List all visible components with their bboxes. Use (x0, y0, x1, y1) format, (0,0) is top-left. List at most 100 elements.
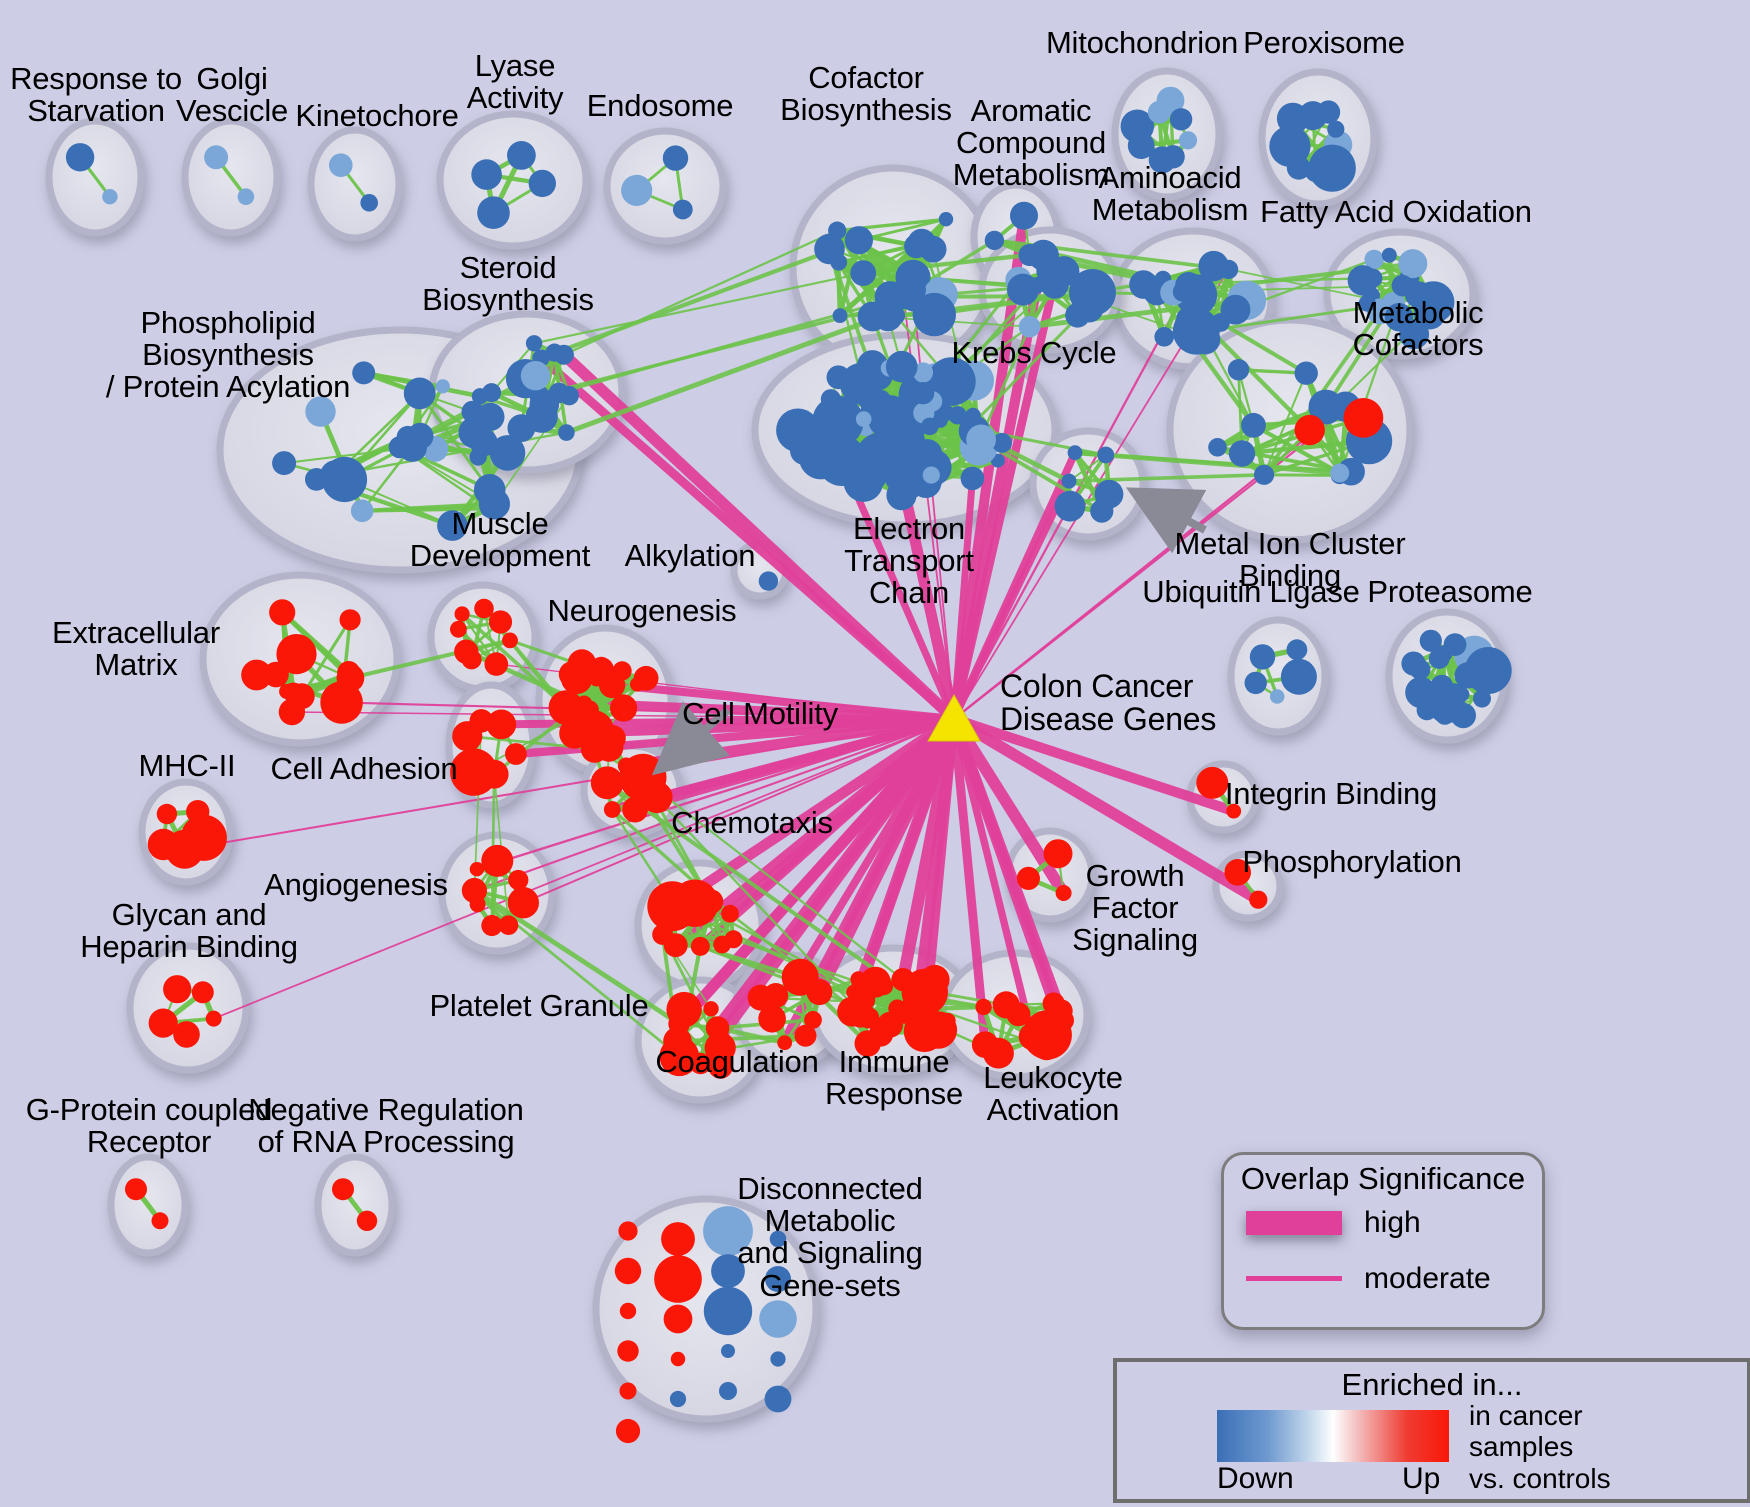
gene-set-node[interactable] (614, 1257, 642, 1285)
gene-set-node[interactable] (1473, 689, 1491, 708)
gene-set-node[interactable] (790, 436, 819, 465)
gene-set-node[interactable] (992, 991, 1020, 1019)
gene-set-node[interactable] (941, 370, 956, 385)
gene-set-node[interactable] (559, 386, 579, 406)
gene-set-node[interactable] (610, 694, 638, 722)
gene-set-node[interactable] (1043, 839, 1073, 869)
gene-set-node[interactable] (474, 598, 494, 619)
gene-set-node[interactable] (502, 632, 518, 649)
gene-set-node[interactable] (1343, 398, 1384, 438)
gene-set-node[interactable] (1358, 294, 1376, 312)
gene-set-node[interactable] (940, 1013, 956, 1029)
gene-set-node[interactable] (151, 1212, 169, 1230)
gene-set-node[interactable] (826, 429, 855, 458)
gene-set-node[interactable] (843, 462, 884, 502)
gene-set-node[interactable] (1178, 131, 1198, 150)
gene-set-node[interactable] (1097, 446, 1115, 464)
gene-set-node[interactable] (566, 711, 597, 742)
gene-set-node[interactable] (777, 1035, 793, 1051)
gene-set-node[interactable] (283, 682, 304, 704)
gene-set-node[interactable] (65, 143, 95, 172)
gene-set-node[interactable] (806, 979, 833, 1006)
gene-set-node[interactable] (899, 465, 922, 488)
gene-set-node[interactable] (875, 977, 894, 995)
gene-set-node[interactable] (525, 335, 543, 352)
gene-set-node[interactable] (477, 196, 510, 229)
gene-set-node[interactable] (1269, 125, 1311, 167)
gene-set-node[interactable] (617, 1340, 639, 1362)
gene-set-node[interactable] (1391, 274, 1414, 297)
gene-set-node[interactable] (832, 308, 848, 323)
gene-set-node[interactable] (191, 981, 214, 1004)
gene-set-node[interactable] (528, 169, 556, 198)
gene-set-node[interactable] (868, 1022, 894, 1047)
gene-set-node[interactable] (148, 1008, 178, 1038)
gene-set-node[interactable] (1228, 440, 1256, 467)
gene-set-node[interactable] (1419, 629, 1442, 652)
gene-set-node[interactable] (484, 652, 509, 676)
gene-set-node[interactable] (912, 362, 934, 383)
gene-set-node[interactable] (619, 1382, 637, 1400)
gene-set-node[interactable] (1053, 1022, 1070, 1039)
gene-set-node[interactable] (855, 411, 872, 427)
gene-set-node[interactable] (237, 188, 255, 205)
gene-set-node[interactable] (708, 1054, 733, 1079)
gene-set-node[interactable] (482, 383, 502, 403)
gene-set-node[interactable] (758, 1005, 786, 1033)
gene-set-node[interactable] (903, 278, 926, 302)
gene-set-node[interactable] (670, 1351, 686, 1367)
gene-set-node[interactable] (1016, 866, 1040, 891)
gene-set-node[interactable] (1033, 1034, 1060, 1061)
gene-set-node[interactable] (1398, 249, 1428, 279)
gene-set-node[interactable] (1364, 249, 1384, 270)
gene-set-node[interactable] (663, 1026, 692, 1056)
gene-set-node[interactable] (1154, 327, 1174, 347)
gene-set-node[interactable] (1414, 297, 1446, 330)
gene-set-node[interactable] (488, 610, 513, 634)
gene-set-node[interactable] (1036, 255, 1067, 286)
gene-set-node[interactable] (507, 414, 536, 442)
gene-set-node[interactable] (598, 671, 626, 699)
gene-set-node[interactable] (560, 662, 593, 695)
gene-set-node[interactable] (489, 435, 526, 471)
gene-set-node[interactable] (1190, 324, 1221, 355)
gene-set-node[interactable] (615, 1418, 641, 1444)
gene-set-node[interactable] (837, 996, 867, 1027)
gene-set-node[interactable] (654, 1255, 702, 1303)
gene-set-node[interactable] (350, 499, 374, 523)
gene-set-node[interactable] (1208, 438, 1227, 457)
gene-set-node[interactable] (1381, 247, 1397, 263)
gene-set-node[interactable] (205, 1010, 222, 1027)
gene-set-node[interactable] (1254, 464, 1275, 485)
gene-set-node[interactable] (1249, 644, 1276, 670)
gene-set-node[interactable] (1148, 146, 1176, 174)
gene-set-node[interactable] (461, 877, 487, 904)
gene-set-node[interactable] (102, 189, 118, 205)
gene-set-node[interactable] (960, 466, 985, 491)
gene-set-node[interactable] (147, 828, 180, 861)
gene-set-node[interactable] (850, 260, 877, 286)
gene-set-node[interactable] (814, 233, 845, 265)
gene-set-node[interactable] (454, 606, 470, 622)
gene-set-node[interactable] (662, 145, 689, 171)
gene-set-node[interactable] (1269, 689, 1285, 704)
gene-set-node[interactable] (1384, 303, 1414, 332)
gene-set-node[interactable] (1018, 315, 1041, 338)
gene-set-node[interactable] (1280, 658, 1317, 695)
gene-set-node[interactable] (1156, 86, 1185, 115)
gene-set-node[interactable] (1244, 671, 1267, 695)
gene-set-node[interactable] (1443, 633, 1467, 656)
gene-set-node[interactable] (713, 935, 731, 954)
gene-set-node[interactable] (803, 418, 820, 435)
gene-set-node[interactable] (471, 159, 502, 190)
gene-set-node[interactable] (871, 436, 890, 454)
gene-set-node[interactable] (469, 428, 498, 457)
gene-set-node[interactable] (352, 361, 376, 385)
gene-set-node[interactable] (721, 1344, 735, 1358)
gene-set-node[interactable] (454, 639, 479, 664)
gene-set-node[interactable] (703, 1206, 753, 1256)
gene-set-node[interactable] (356, 1210, 378, 1232)
gene-set-node[interactable] (619, 753, 667, 802)
gene-set-node[interactable] (1227, 359, 1250, 381)
gene-set-node[interactable] (904, 234, 929, 259)
